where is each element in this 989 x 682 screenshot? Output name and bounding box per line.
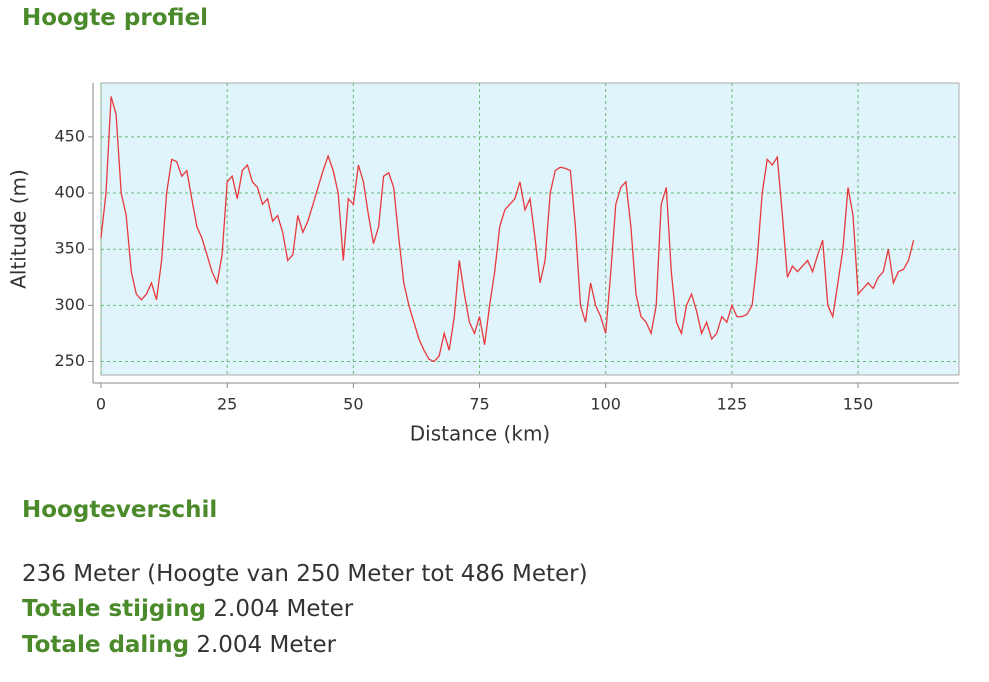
section-title: Hoogteverschil — [22, 497, 218, 523]
summary: 236 Meter (Hoogte van 250 Meter tot 486 … — [22, 561, 588, 587]
y-tick-label: 450 — [54, 126, 85, 145]
stat-row: Totale stijging 2.004 Meter — [22, 596, 353, 622]
plot-area — [100, 82, 960, 376]
stat-label: Totale daling — [22, 632, 190, 658]
x-tick-label: 75 — [469, 395, 489, 414]
page-title: Hoogte profiel — [22, 5, 209, 31]
y-tick-label: 350 — [54, 239, 85, 258]
stat-value: 2.004 Meter — [196, 632, 337, 658]
chart: 250 300 350 400 450 0 25 50 75 100 125 150 Distance … — [7, 82, 960, 446]
y-tick-label: 300 — [54, 295, 85, 314]
y-tick-label: 400 — [54, 183, 85, 202]
stat-value: 2.004 Meter — [213, 596, 354, 622]
x-tick-label: 50 — [343, 395, 363, 414]
elevation-line — [100, 96, 915, 363]
stat-label: Totale stijging — [22, 596, 207, 622]
x-axis-title: Distance (km) — [410, 422, 550, 446]
y-tick-label: 250 — [54, 351, 85, 370]
x-tick-label: 0 — [96, 395, 106, 414]
x-tick-label: 125 — [717, 395, 748, 414]
y-axis-title: Altitude (m) — [7, 169, 31, 289]
stat-row: Totale daling 2.004 Meter — [22, 632, 336, 658]
x-tick-label: 100 — [590, 395, 621, 414]
x-tick-label: 25 — [217, 395, 237, 414]
x-tick-label: 150 — [843, 395, 874, 414]
